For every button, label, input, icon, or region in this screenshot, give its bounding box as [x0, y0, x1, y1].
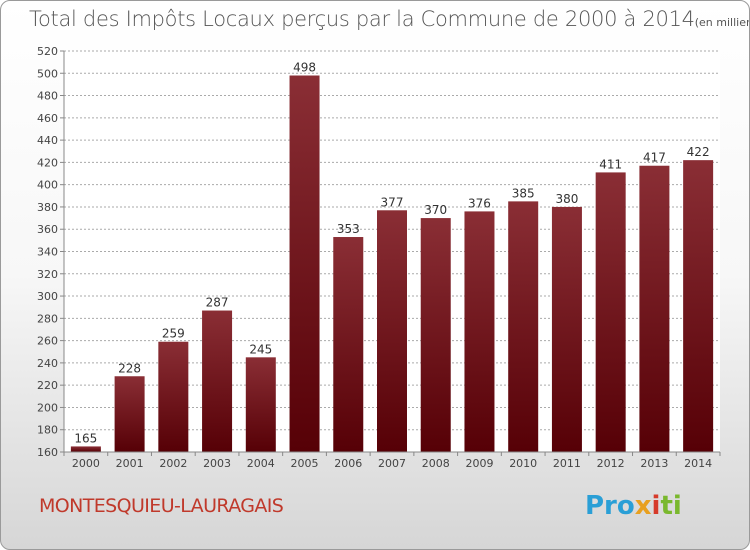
- x-tick-label: 2011: [553, 457, 581, 470]
- data-label: 165: [74, 431, 97, 445]
- y-tick-label: 340: [37, 246, 58, 259]
- y-tick-label: 260: [37, 335, 58, 348]
- y-tick-label: 500: [37, 67, 58, 80]
- bar: [289, 75, 320, 452]
- y-tick-label: 460: [37, 112, 58, 125]
- x-tick-label: 2001: [116, 457, 144, 470]
- x-tick-label: 2009: [465, 457, 493, 470]
- data-label: 498: [293, 61, 316, 75]
- x-tick-label: 2012: [597, 457, 625, 470]
- bar: [377, 210, 407, 452]
- x-tick-label: 2010: [509, 457, 537, 470]
- bar: [70, 446, 101, 452]
- data-label: 422: [687, 145, 710, 159]
- x-tick-label: 2014: [684, 457, 712, 470]
- y-tick-label: 160: [37, 446, 58, 459]
- y-tick-label: 280: [37, 312, 58, 325]
- bar: [245, 357, 276, 452]
- bar: [508, 201, 539, 452]
- y-axis: 160 180 200 220 240 260 280 300 320 340 360 380 400 4…: [37, 45, 65, 459]
- y-tick-label: 480: [37, 90, 58, 103]
- y-tick-label: 220: [37, 379, 58, 392]
- y-tick-label: 180: [37, 424, 58, 437]
- data-label: 380: [555, 192, 578, 206]
- y-tick-label: 200: [37, 401, 58, 414]
- x-axis: 2000 2001 2002 2003 2004 2005 2006 2007 2008 2009…: [63, 451, 721, 470]
- bar: [551, 206, 582, 452]
- bar: [595, 172, 626, 453]
- x-tick-label: 2013: [640, 457, 668, 470]
- bar: [114, 376, 145, 452]
- data-label: 370: [424, 203, 447, 217]
- y-tick-label: 240: [37, 357, 58, 370]
- bars: [70, 75, 714, 453]
- y-tick-label: 420: [37, 156, 58, 169]
- data-label: 411: [599, 157, 622, 171]
- x-tick-label: 2004: [247, 457, 275, 470]
- y-tick-label: 300: [37, 290, 58, 303]
- data-label: 228: [118, 361, 141, 375]
- bar: [683, 160, 714, 452]
- data-label: 417: [643, 151, 666, 165]
- proxiti-logo: Proxiti: [585, 491, 682, 521]
- data-label: 385: [512, 186, 535, 200]
- y-tick-label: 380: [37, 201, 58, 214]
- y-tick-label: 320: [37, 268, 58, 281]
- x-tick-label: 2006: [334, 457, 362, 470]
- data-label: 353: [337, 222, 360, 236]
- bar: [202, 310, 233, 452]
- data-label: 377: [381, 195, 404, 209]
- x-tick-label: 2007: [378, 457, 406, 470]
- data-label: 259: [162, 327, 185, 341]
- data-label: 245: [249, 342, 272, 356]
- y-tick-label: 360: [37, 223, 58, 236]
- chart-title: Total des Impôts Locaux perçus par la Co…: [29, 7, 749, 31]
- x-tick-label: 2005: [291, 457, 319, 470]
- bar: [639, 165, 670, 452]
- bar: [464, 211, 495, 452]
- data-labels: 165 228 259 287 245 498 353 377 370 376 385 380 411 4…: [74, 61, 709, 446]
- commune-name: MONTESQUIEU-LAURAGAIS: [39, 495, 284, 517]
- bar: [420, 218, 451, 452]
- data-label: 287: [206, 296, 229, 310]
- y-tick-label: 520: [37, 45, 58, 58]
- chart-title-text: Total des Impôts Locaux perçus par la Co…: [29, 7, 695, 31]
- y-tick-label: 440: [37, 134, 58, 147]
- x-tick-label: 2008: [422, 457, 450, 470]
- chart-unit: (en milliers d'€): [694, 16, 749, 29]
- y-tick-label: 400: [37, 179, 58, 192]
- bar: [158, 341, 189, 452]
- x-tick-label: 2000: [72, 457, 100, 470]
- x-tick-label: 2003: [203, 457, 231, 470]
- bar: [333, 237, 364, 452]
- data-label: 376: [468, 196, 491, 210]
- x-tick-label: 2002: [159, 457, 187, 470]
